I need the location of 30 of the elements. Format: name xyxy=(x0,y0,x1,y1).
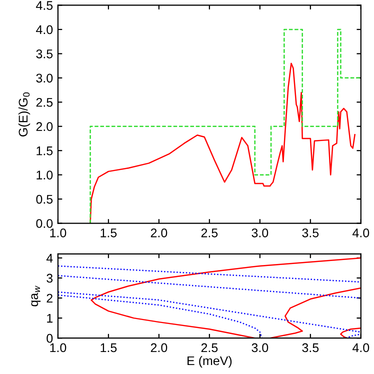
y-tick-label: 4 xyxy=(46,254,53,262)
y-tick-label: 2 xyxy=(46,294,52,303)
y-tick-label: 0.5 xyxy=(36,194,53,204)
x-tick-label: 2.5 xyxy=(201,228,218,238)
y-tick-label: 0.0 xyxy=(36,219,53,228)
x-axis-title: E (meV) xyxy=(188,356,232,368)
y-tick-label: 2.5 xyxy=(36,98,53,107)
x-tick-label: 1.5 xyxy=(100,343,117,352)
y-tick-label: 0 xyxy=(46,334,53,343)
x-tick-label: 3.5 xyxy=(302,343,319,352)
x-tick-label: 3.0 xyxy=(252,343,268,352)
y-tick-label: 3.5 xyxy=(36,49,53,58)
x-tick-label: 1.5 xyxy=(100,228,117,238)
x-tick-label: 2.0 xyxy=(150,343,168,352)
x-tick-label: 4.0 xyxy=(352,343,370,352)
y-tick-label: 4.0 xyxy=(36,25,53,34)
y-tick-label: 1.5 xyxy=(36,146,53,156)
y-tick-label: 3.0 xyxy=(36,74,53,83)
x-tick-label: 2.0 xyxy=(150,228,168,238)
y-tick-label: 1.0 xyxy=(36,170,53,180)
y-tick-label: 1 xyxy=(47,314,52,323)
x-tick-label: 3.0 xyxy=(252,228,268,238)
x-tick-label: 4.0 xyxy=(352,228,370,238)
x-tick-label: 2.5 xyxy=(201,343,218,352)
x-tick-label: 3.5 xyxy=(302,228,319,238)
y-axis-title: G(E)/G$_{0}$ xyxy=(18,92,30,136)
y-tick-label: 3 xyxy=(46,274,53,283)
y-tick-label: 2.0 xyxy=(36,122,53,132)
y-tick-label: 4.5 xyxy=(36,1,53,10)
y-axis-title: qa$_{w}$ xyxy=(31,286,41,306)
